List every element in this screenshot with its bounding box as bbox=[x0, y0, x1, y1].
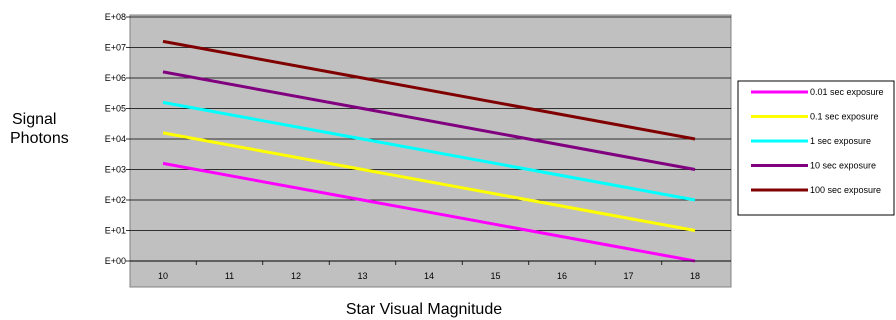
x-tick-label: 17 bbox=[623, 271, 633, 281]
series-line-4 bbox=[162, 70, 696, 171]
legend-box bbox=[737, 80, 895, 216]
legend-label: 0.01 sec exposure bbox=[810, 87, 884, 97]
y-tick-label: E+01 bbox=[105, 226, 126, 236]
x-tick-label: 10 bbox=[158, 271, 168, 281]
legend-label: 10 sec exposure bbox=[810, 161, 876, 171]
series-line-1 bbox=[162, 161, 696, 263]
legend-label: 100 sec exposure bbox=[810, 185, 881, 195]
series-line-3 bbox=[162, 100, 696, 202]
legend-label: 0.1 sec exposure bbox=[810, 112, 879, 122]
x-tick-label: 12 bbox=[291, 271, 301, 281]
x-tick-label: 14 bbox=[424, 271, 434, 281]
y-tick-label: E+04 bbox=[105, 134, 126, 144]
legend: 0.01 sec exposure 0.1 sec exposure 1 sec e… bbox=[737, 80, 895, 216]
y-tick-label: E+08 bbox=[105, 12, 126, 22]
y-axis-title-line1: Signal bbox=[12, 111, 56, 128]
x-tick-label: 15 bbox=[490, 271, 500, 281]
y-tick-label: E+06 bbox=[105, 73, 126, 83]
x-axis-title: Star Visual Magnitude bbox=[346, 301, 502, 318]
y-tick-label: E+03 bbox=[105, 165, 126, 175]
series-line-5 bbox=[162, 39, 696, 141]
y-tick-label: E+00 bbox=[105, 256, 126, 266]
x-tick-label: 11 bbox=[225, 271, 234, 281]
legend-label: 1 sec exposure bbox=[810, 136, 871, 146]
y-tick-label: E+02 bbox=[105, 195, 126, 205]
series-line-2 bbox=[162, 131, 696, 232]
y-tick-label: E+05 bbox=[105, 104, 126, 114]
y-tick-label: E-01 bbox=[107, 287, 126, 297]
x-tick-label: 16 bbox=[557, 271, 567, 281]
x-tick-label: 18 bbox=[690, 271, 700, 281]
y-axis-title-line2: Photons bbox=[10, 130, 69, 147]
x-tick-label: 13 bbox=[357, 271, 367, 281]
y-tick-label: E+07 bbox=[105, 43, 126, 53]
